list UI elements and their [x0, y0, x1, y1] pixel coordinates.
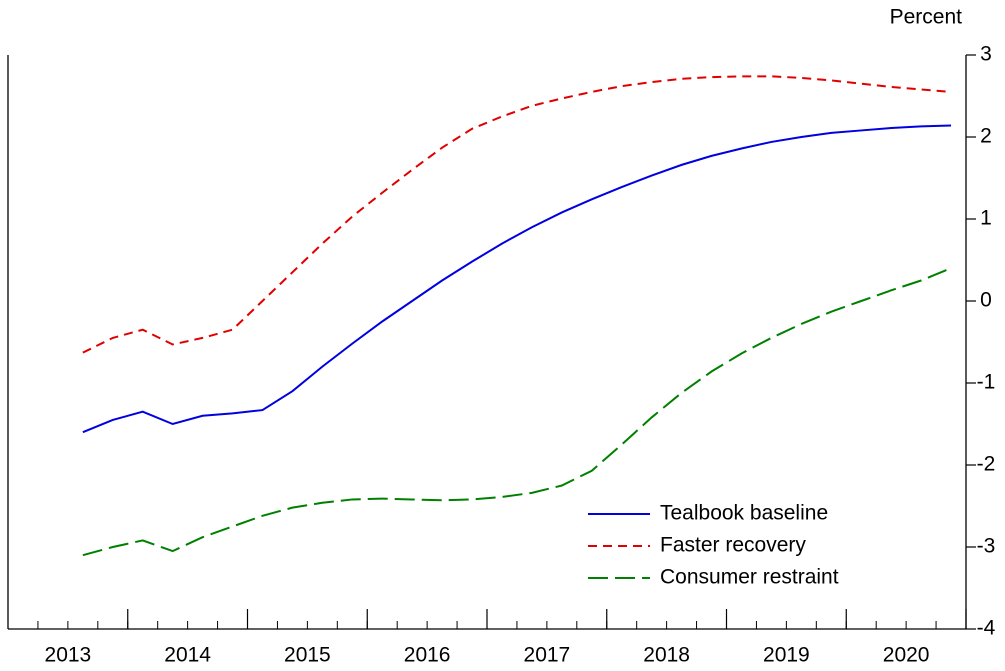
legend-label: Faster recovery [660, 534, 806, 557]
x-tick-label: 2016 [404, 644, 451, 667]
x-tick-label: 2018 [643, 644, 690, 667]
y-tick-label: -1 [977, 371, 996, 394]
legend-label: Tealbook baseline [660, 502, 828, 525]
series-line [82, 124, 952, 434]
legend-label: Consumer restraint [660, 566, 839, 589]
series-line [82, 75, 952, 354]
x-tick-label: 2013 [45, 644, 92, 667]
x-tick-label: 2014 [164, 644, 211, 667]
y-tick-label: -3 [977, 535, 996, 558]
y-tick-label: 2 [980, 125, 992, 148]
y-tick-label: -2 [977, 453, 996, 476]
x-tick-label: 2020 [883, 644, 930, 667]
y-tick-label: 3 [980, 43, 992, 66]
x-tick-label: 2019 [763, 644, 810, 667]
y-tick-label: -4 [977, 617, 996, 640]
series-line [82, 267, 952, 557]
y-tick-label: 0 [980, 289, 992, 312]
y-axis-label: Percent [890, 6, 963, 29]
x-tick-label: 2017 [524, 644, 571, 667]
x-tick-label: 2015 [284, 644, 331, 667]
y-tick-label: 1 [980, 207, 992, 230]
